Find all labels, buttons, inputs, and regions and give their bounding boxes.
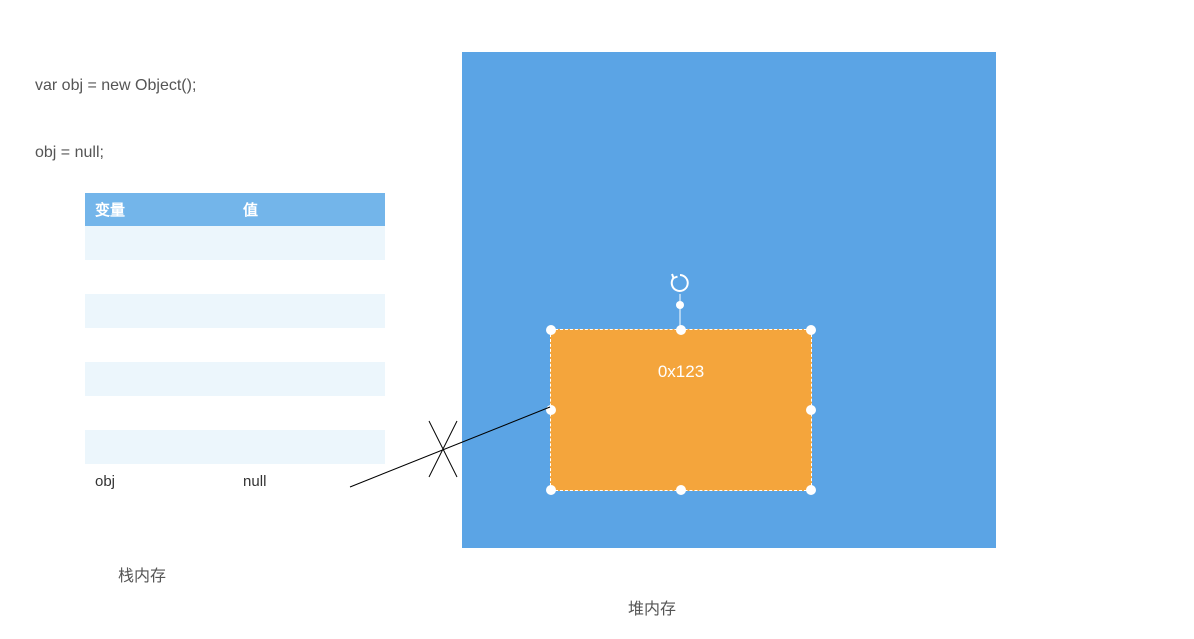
stack-cell-variable	[85, 260, 233, 294]
stack-cell-variable	[85, 226, 233, 260]
stack-row	[85, 328, 385, 362]
code-line-1: var obj = new Object();	[35, 75, 196, 97]
stack-cell-value	[233, 362, 385, 396]
selection-handle[interactable]	[806, 405, 816, 415]
stack-cell-value	[233, 294, 385, 328]
stack-cell-variable	[85, 396, 233, 430]
heap-object-address: 0x123	[551, 362, 811, 382]
code-block: var obj = new Object(); obj = null;	[35, 30, 196, 187]
selection-handle[interactable]	[806, 485, 816, 495]
selected-heap-object[interactable]: 0x123	[550, 329, 812, 491]
stack-memory-label: 栈内存	[118, 562, 166, 586]
stack-header-value: 值	[233, 193, 385, 226]
stack-cell-variable	[85, 328, 233, 362]
stack-row	[85, 226, 385, 260]
stack-cell-variable	[85, 294, 233, 328]
stack-cell-variable: obj	[85, 464, 233, 498]
code-line-2: obj = null;	[35, 142, 196, 164]
stack-cell-value	[233, 328, 385, 362]
stack-cell-value	[233, 260, 385, 294]
stack-row	[85, 362, 385, 396]
stack-table: 变量 值 objnull	[85, 193, 385, 498]
stack-cell-value: null	[233, 464, 385, 498]
selection-handle[interactable]	[546, 485, 556, 495]
selection-handle[interactable]	[676, 485, 686, 495]
stack-row: objnull	[85, 464, 385, 498]
stack-cell-variable	[85, 430, 233, 464]
heap-memory-label: 堆内存	[628, 595, 676, 619]
stack-table-body: objnull	[85, 226, 385, 498]
stack-row	[85, 260, 385, 294]
stack-cell-value	[233, 430, 385, 464]
rotation-handle-icon[interactable]	[669, 272, 691, 294]
stack-cell-value	[233, 226, 385, 260]
stack-row	[85, 430, 385, 464]
stack-cell-value	[233, 396, 385, 430]
stack-table-header-row: 变量 值	[85, 193, 385, 226]
selection-handle[interactable]	[546, 405, 556, 415]
stack-row	[85, 396, 385, 430]
selection-handle[interactable]	[676, 325, 686, 335]
selection-handle[interactable]	[546, 325, 556, 335]
selection-handle[interactable]	[806, 325, 816, 335]
stack-header-variable: 变量	[85, 193, 233, 226]
stack-row	[85, 294, 385, 328]
stack-cell-variable	[85, 362, 233, 396]
